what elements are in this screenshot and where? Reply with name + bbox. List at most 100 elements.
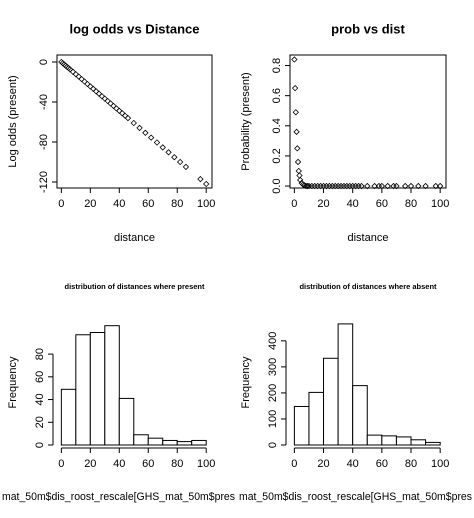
point [402, 182, 409, 190]
bar [425, 441, 441, 446]
panel: distribution of distances where absent 0 2… [239, 282, 472, 503]
y-tick-label: 0 [267, 442, 279, 448]
point [110, 102, 117, 110]
point [90, 85, 97, 92]
bar [118, 397, 135, 446]
y-tick-label: -40 [38, 94, 50, 110]
y-axis-label: Probability (present) [240, 72, 252, 170]
bar [191, 439, 207, 446]
x-tick-label: 100 [197, 198, 215, 210]
point [142, 129, 149, 136]
panel-title: distribution of distances where present [64, 282, 205, 291]
bar [162, 439, 178, 446]
y-tick-label: 0.8 [271, 58, 283, 73]
point [101, 95, 108, 102]
panel-title: distribution of distances where absent [299, 282, 437, 291]
x-tick-label: 20 [317, 198, 329, 210]
y-tick-label: 400 [267, 332, 279, 350]
y-tick-label: 100 [267, 410, 279, 428]
point [182, 163, 190, 171]
point [147, 134, 155, 141]
x-tick-label: 20 [84, 458, 96, 470]
point [294, 145, 301, 152]
bar [75, 334, 91, 446]
x-tick-label: 40 [113, 198, 125, 210]
point [84, 80, 91, 88]
y-tick-label: 300 [267, 358, 279, 376]
bar [323, 357, 339, 446]
x-axis-label: distance [348, 232, 389, 244]
point [95, 90, 103, 97]
y-tick-label: -80 [38, 134, 50, 150]
x-tick-label: 0 [291, 458, 297, 470]
y-tick-label: 0.6 [271, 88, 283, 103]
point [78, 75, 85, 83]
x-axis-label: mat_50m$dis_roost_rescale[GHS_mat_50m$pr… [2, 491, 235, 503]
x-tick-label: 80 [171, 198, 183, 210]
panel: distribution of distances where present 0… [2, 282, 235, 503]
x-tick-label: 40 [113, 458, 125, 470]
y-tick-label: 20 [34, 416, 46, 428]
point [297, 176, 304, 184]
point [69, 68, 77, 75]
bar [381, 435, 397, 446]
point [176, 158, 184, 166]
panel-title: prob vs dist [331, 21, 405, 36]
point [407, 182, 415, 190]
y-tick-label: 0 [34, 442, 46, 448]
point [364, 182, 371, 190]
point [136, 124, 143, 132]
bar [147, 437, 164, 446]
point [130, 119, 137, 127]
point [153, 139, 161, 146]
point [384, 182, 391, 190]
point [415, 182, 422, 190]
point [165, 149, 172, 156]
panel-title: log odds vs Distance [69, 21, 199, 36]
point [358, 182, 365, 190]
x-tick-label: 80 [171, 458, 183, 470]
x-tick-label: 20 [317, 458, 329, 470]
y-tick-label: 0.4 [271, 118, 283, 133]
x-tick-label: 100 [431, 458, 449, 470]
bar [308, 391, 325, 446]
bar [395, 436, 412, 446]
x-tick-label: 60 [376, 198, 388, 210]
y-tick-label: 0.0 [271, 178, 283, 193]
point [291, 56, 298, 63]
x-tick-label: 100 [197, 458, 215, 470]
y-axis-label: Frequency [240, 356, 252, 408]
point [299, 181, 307, 188]
point [107, 100, 114, 107]
y-axis-label: Log odds (present) [7, 75, 19, 167]
y-tick-label: 60 [34, 371, 46, 383]
point [295, 167, 302, 175]
point [92, 88, 100, 95]
x-tick-label: 20 [84, 198, 96, 210]
bar [366, 434, 383, 446]
point [422, 182, 429, 190]
y-tick-label: 200 [267, 384, 279, 402]
point [121, 112, 129, 119]
point [81, 78, 88, 85]
point [124, 114, 132, 122]
point [393, 182, 400, 190]
y-tick-label: 80 [34, 348, 46, 360]
point [98, 93, 106, 100]
bar [133, 434, 149, 446]
y-tick-label: 0 [38, 59, 50, 65]
y-tick-label: 40 [34, 393, 46, 405]
point [304, 182, 311, 190]
bar [410, 439, 427, 446]
bar [104, 325, 120, 446]
point [378, 182, 386, 190]
x-tick-label: 0 [58, 198, 64, 210]
x-tick-label: 40 [347, 458, 359, 470]
x-tick-label: 60 [376, 458, 388, 470]
bar [60, 388, 77, 446]
point [159, 144, 166, 151]
bar [337, 323, 354, 446]
point [437, 182, 444, 190]
point [292, 109, 299, 116]
